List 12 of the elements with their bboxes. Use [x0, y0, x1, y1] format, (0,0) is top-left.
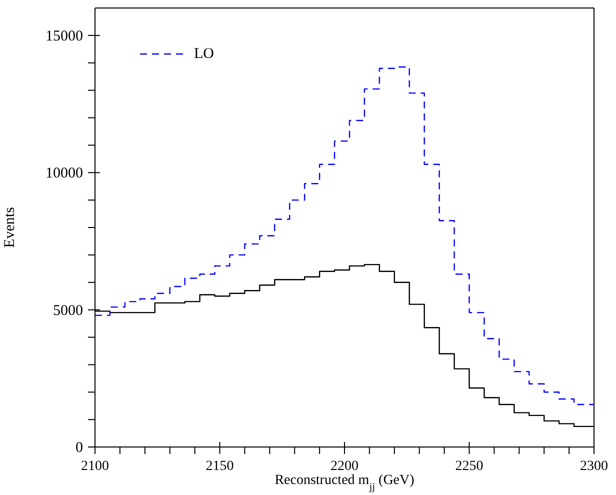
- x-tick-label: 2200: [330, 459, 358, 474]
- legend-label: LO: [194, 46, 214, 62]
- x-tick-label: 2300: [580, 459, 608, 474]
- y-tick-label: 0: [76, 440, 83, 456]
- x-axis-title: Reconstructed m$_{jj}$ (GeV): [274, 473, 415, 492]
- y-tick-label: 10000: [46, 166, 83, 182]
- y-axis-title: Events: [2, 206, 18, 248]
- x-tick-label: 2150: [206, 459, 234, 474]
- x-tick-label: 2100: [81, 459, 109, 474]
- y-tick-label: 5000: [53, 302, 83, 319]
- y-tick-label: 15000: [46, 28, 83, 44]
- x-tick-label: 2250: [455, 459, 484, 474]
